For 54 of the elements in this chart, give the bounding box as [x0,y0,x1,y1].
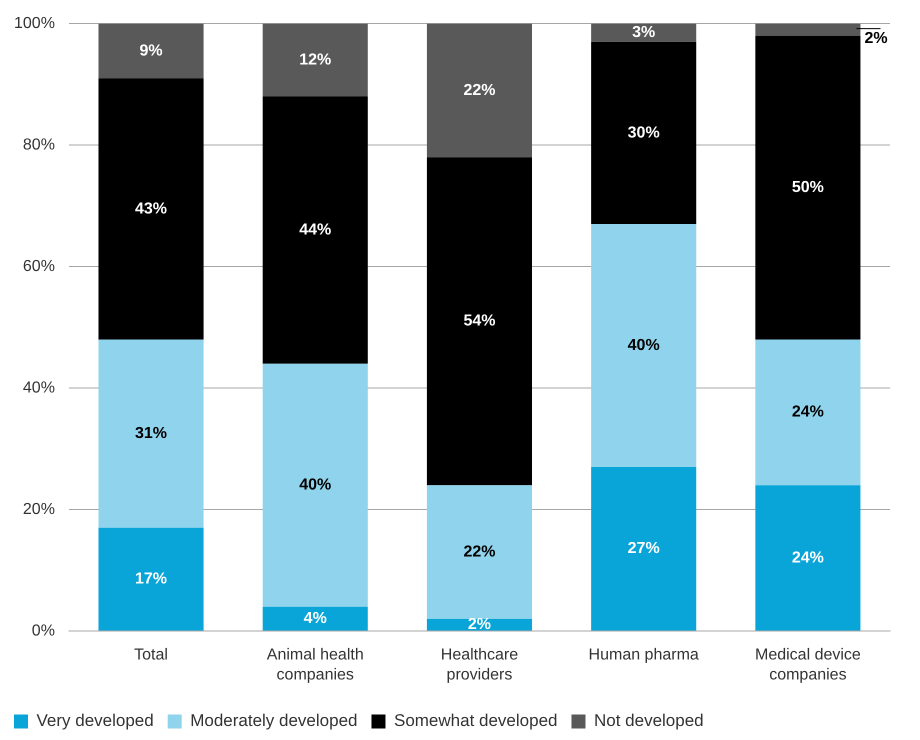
bar [755,339,860,486]
bar [591,224,696,467]
data-label: 43% [135,200,168,218]
data-label: 12% [299,51,332,68]
bar [755,485,860,630]
data-label: 2% [468,616,492,634]
legend-label: Moderately developed [190,711,358,730]
x-tick-label: Medical device companies [754,646,861,684]
bar [98,339,204,528]
data-label: 17% [135,570,168,588]
bar [426,157,532,486]
y-tick-label: 60% [22,258,55,275]
data-label: 22% [463,543,496,560]
data-label: 24% [792,549,824,566]
legend-label: Very developed [36,711,154,730]
data-label: 40% [628,336,660,354]
bar [262,96,368,364]
bar [755,36,860,340]
data-label: 4% [304,610,327,628]
data-label: 31% [135,425,168,442]
bar [98,528,204,630]
bar [591,42,696,224]
x-tick-label: Animal health companies [266,646,364,684]
bar [262,24,368,96]
data-label: 54% [463,312,496,330]
y-tick-label: 40% [22,379,55,396]
x-tick-label: Total [134,646,168,664]
bar [98,24,204,78]
y-tick-label: 20% [22,500,55,518]
data-label: 50% [792,179,824,196]
data-label: 24% [792,404,824,421]
data-label: 44% [299,222,332,239]
bar [755,24,860,36]
bar [426,485,532,619]
bar [426,24,532,158]
data-label: 9% [139,42,163,60]
bar [262,606,368,630]
data-label: 40% [299,476,332,494]
bar [98,78,204,340]
legend-label: Somewhat developed [394,711,558,730]
legend-label: Not developed [594,711,704,730]
data-label: 22% [463,82,496,99]
bar [591,467,696,630]
data-label: 3% [632,24,656,42]
y-tick-label: 80% [22,136,55,154]
x-tick-label: Healthcare providers [440,646,518,684]
x-tick-label: Human pharma [588,646,699,664]
data-label: 27% [628,540,660,558]
bar [262,364,368,607]
data-label: 30% [628,124,660,142]
y-tick-label: 100% [14,15,55,32]
bar [591,24,696,42]
data-label: 2% [864,30,888,48]
y-tick-label: 0% [32,622,55,640]
